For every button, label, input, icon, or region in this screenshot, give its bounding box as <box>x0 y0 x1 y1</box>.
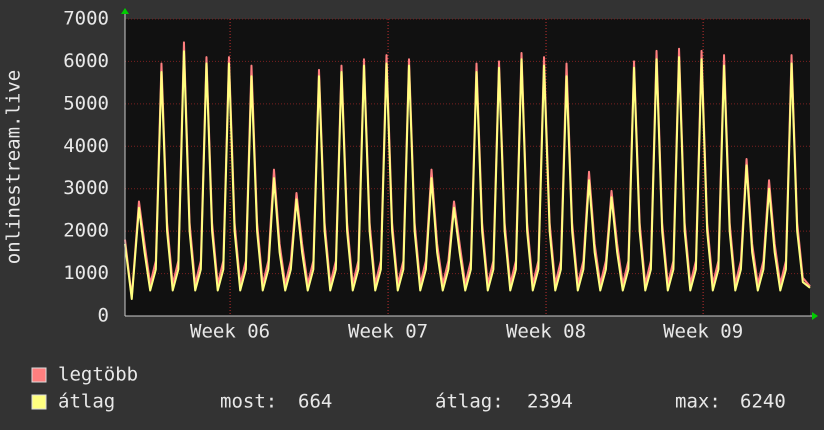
y-tick-label: 7000 <box>63 8 109 30</box>
y-tick-label: 4000 <box>63 135 109 157</box>
legend-swatch <box>31 394 47 410</box>
stat-label: max: <box>675 391 721 413</box>
x-tick-label: Week 09 <box>663 321 743 343</box>
x-arrow <box>812 312 818 320</box>
legend-swatch <box>31 367 47 383</box>
stat-value: 6240 <box>740 391 786 413</box>
stat-label: átlag: <box>435 391 504 413</box>
y-tick-label: 5000 <box>63 92 109 114</box>
y-axis-label: onlinestream.live <box>3 70 25 264</box>
plot-layer <box>124 18 811 317</box>
x-tick-label: Week 07 <box>348 321 428 343</box>
stat-label: most: <box>220 391 277 413</box>
legend-label: legtöbb <box>58 364 138 386</box>
y-tick-label: 6000 <box>63 50 109 72</box>
legend-label: átlag <box>58 391 115 413</box>
x-tick-label: Week 08 <box>506 321 586 343</box>
y-tick-label: 3000 <box>63 177 109 199</box>
series-line <box>124 50 811 301</box>
y-tick-label: 0 <box>98 305 109 327</box>
stat-value: 2394 <box>527 391 573 413</box>
stat-value: 664 <box>298 391 332 413</box>
y-tick-label: 2000 <box>63 220 109 242</box>
y-arrow <box>121 8 129 14</box>
series-line <box>124 41 811 298</box>
x-tick-label: Week 06 <box>190 321 270 343</box>
y-tick-label: 1000 <box>63 262 109 284</box>
